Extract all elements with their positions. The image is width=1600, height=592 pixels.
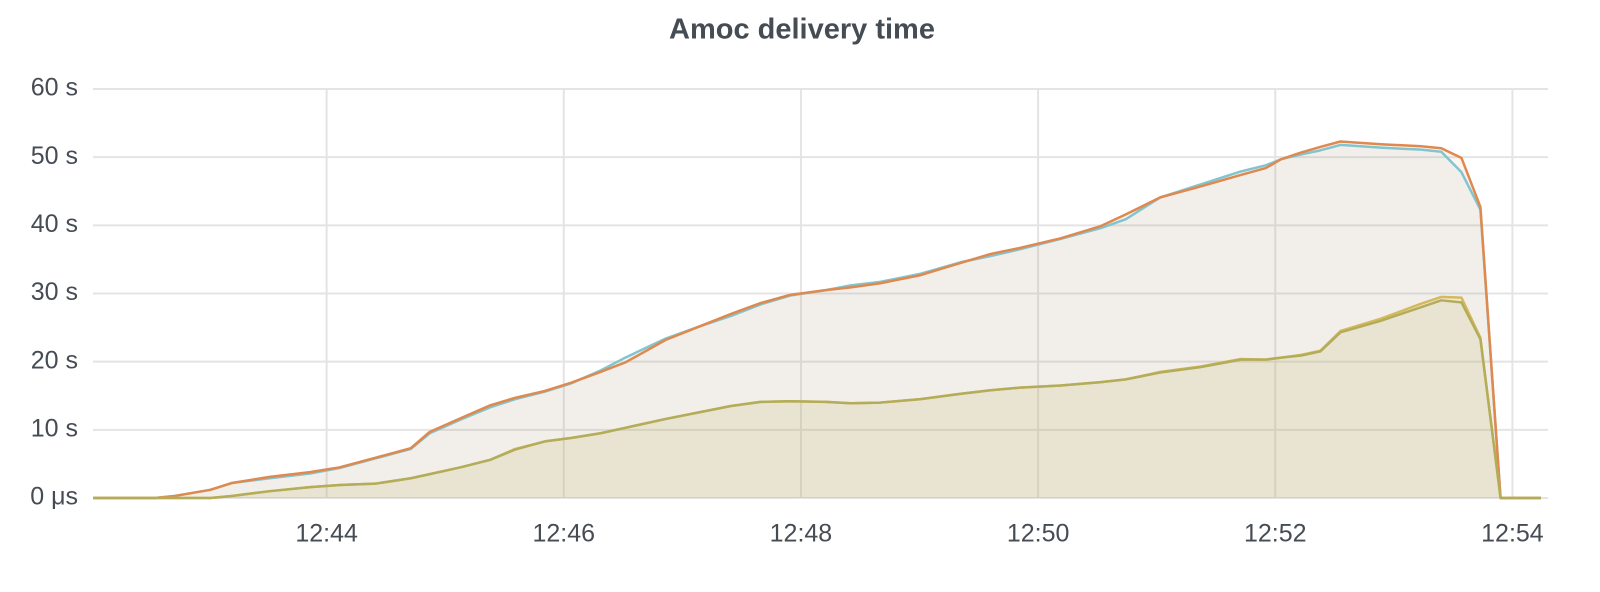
y-tick-label: 20 s [31,346,78,374]
y-tick-label: 30 s [31,278,78,306]
x-tick-label: 12:50 [1007,520,1070,548]
series-area [93,141,1541,498]
x-tick-label: 12:44 [295,520,358,548]
series-line [93,140,1541,500]
series-area [93,296,1541,498]
series-line [93,299,1541,500]
y-tick-label: 0 μs [30,483,78,511]
x-tick-label: 12:54 [1481,520,1544,548]
y-tick-label: 40 s [31,210,78,238]
x-tick-label: 12:46 [532,520,595,548]
y-tick-label: 50 s [31,142,78,170]
x-tick-label: 12:48 [770,520,833,548]
y-tick-label: 60 s [31,74,78,102]
y-tick-label: 10 s [31,414,78,442]
chart-title: Amoc delivery time [669,14,935,46]
series-area [93,144,1541,498]
series-area [93,300,1541,498]
x-tick-label: 12:52 [1244,520,1307,548]
